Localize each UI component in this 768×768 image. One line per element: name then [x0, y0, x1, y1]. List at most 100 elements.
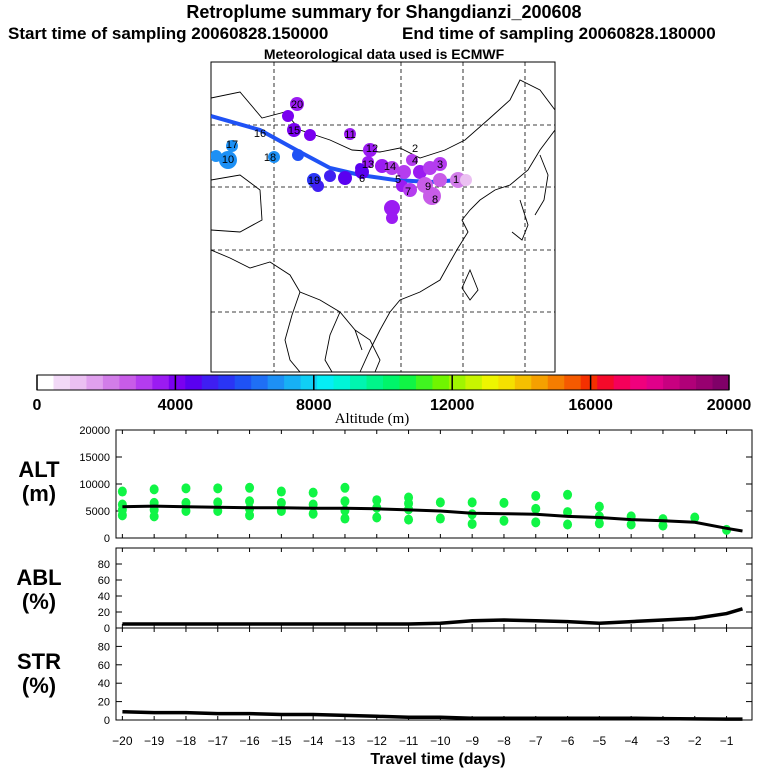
alt-particle-cluster — [563, 507, 573, 518]
colorbar-swatch — [119, 375, 137, 390]
alt-y-tick-label: 10000 — [79, 479, 110, 491]
map-label-10: 10 — [222, 154, 234, 166]
alt-y-tick-label: 15000 — [79, 452, 110, 464]
str-y-tick-label: 80 — [98, 641, 110, 653]
alt-unit: (m) — [21, 481, 57, 506]
plume-cluster — [386, 212, 398, 224]
plume-cluster — [433, 157, 447, 171]
str-panel-label: STR (%) — [4, 650, 74, 698]
alt-particle-cluster — [181, 506, 191, 516]
alt-particle-cluster — [563, 489, 573, 500]
colorbar-swatch — [267, 375, 285, 390]
abl-y-tick-label: 0 — [104, 623, 110, 635]
plume-cluster — [324, 170, 336, 182]
colorbar-swatch — [712, 375, 730, 390]
met-data-note: Meteorological data used is ECMWF — [263, 46, 505, 62]
alt-particle-cluster — [467, 518, 477, 529]
plume-cluster — [282, 110, 294, 122]
str-panel: 0 20 40 60 80 — [98, 628, 752, 727]
map-boundary — [354, 329, 381, 372]
colorbar-swatch — [531, 375, 549, 390]
plume-cluster — [304, 129, 316, 141]
alt-y-tick-label: 0 — [104, 533, 110, 545]
plume-cluster — [219, 151, 237, 169]
alt-label: ALT — [18, 457, 60, 482]
alt-particle-cluster — [308, 487, 318, 498]
colorbar-swatch — [580, 375, 598, 390]
alt-particle-cluster — [245, 482, 255, 493]
chart-title: Retroplume summary for Shangdianzi_20060… — [186, 2, 582, 22]
colorbar-swatch — [69, 375, 87, 390]
x-tick-label: −5 — [593, 734, 607, 748]
colorbar-swatch — [152, 375, 170, 390]
plume-cluster — [287, 123, 301, 137]
x-tick-label: −4 — [624, 734, 638, 748]
colorbar-swatch — [284, 375, 302, 390]
plume-cluster — [363, 143, 377, 157]
map-label-11: 11 — [344, 129, 355, 141]
plume-cluster — [385, 161, 399, 175]
alt-particle-cluster — [531, 503, 541, 514]
map-label-14: 14 — [384, 161, 396, 173]
alt-particle-cluster — [658, 520, 668, 531]
colorbar-tick-label: 16000 — [568, 397, 613, 414]
map-boundary — [211, 79, 555, 159]
colorbar-axis-label: Altitude (m) — [335, 411, 410, 427]
map-boundary — [211, 174, 263, 233]
x-tick-label: −15 — [271, 734, 292, 748]
x-tick-label: −18 — [176, 734, 197, 748]
map-label-13: 13 — [362, 159, 374, 171]
plume-cluster — [268, 151, 280, 163]
alt-particle-cluster — [340, 482, 350, 493]
colorbar-swatch — [102, 375, 120, 390]
map-label-3: 3 — [437, 159, 443, 171]
plume-cluster — [290, 97, 304, 111]
colorbar-swatch — [415, 375, 433, 390]
str-line — [122, 709, 743, 721]
map-label-20: 20 — [291, 99, 303, 111]
str-y-tick-label: 60 — [98, 660, 110, 672]
colorbar-swatch — [317, 375, 335, 390]
alt-particle-cluster — [276, 486, 286, 497]
str-y-tick-label: 0 — [104, 715, 110, 727]
colorbar-swatch — [37, 375, 54, 390]
alt-particle-cluster — [117, 486, 127, 497]
alt-particle-cluster — [308, 508, 318, 519]
colorbar-swatch — [251, 375, 269, 390]
colorbar-swatch — [383, 375, 400, 390]
alt-particle-cluster — [594, 501, 604, 512]
map-boundary — [511, 199, 529, 241]
colorbar-swatch — [185, 375, 203, 390]
colorbar-tick-label: 8000 — [296, 397, 332, 414]
x-tick-label: −17 — [208, 734, 229, 748]
colorbar-swatch — [663, 375, 681, 390]
plume-cluster — [433, 173, 447, 187]
plume-cluster — [406, 154, 418, 166]
x-tick-label: −2 — [688, 734, 702, 748]
colorbar-swatch — [696, 375, 714, 390]
plume-cluster — [362, 156, 374, 168]
plume-cluster — [226, 140, 238, 152]
x-tick-label: −13 — [335, 734, 356, 748]
colorbar-swatch — [53, 375, 71, 390]
map-label-8: 8 — [432, 194, 438, 206]
colorbar-swatch — [366, 375, 384, 390]
map-label-1: 1 — [453, 174, 459, 186]
str-y-tick-label: 40 — [98, 678, 110, 690]
alt-particle-cluster — [149, 484, 159, 495]
colorbar-swatch — [498, 375, 516, 390]
map-boundary — [534, 154, 549, 216]
x-tick-label: −14 — [303, 734, 324, 748]
colorbar-swatch — [350, 375, 368, 390]
start-time: Start time of sampling 20060828.150000 — [8, 24, 329, 43]
alt-particle-cluster — [245, 510, 255, 521]
map-label-2: 2 — [412, 143, 418, 155]
x-tick-label: −9 — [465, 734, 479, 748]
abl-panel-label: ABL (%) — [4, 566, 74, 614]
alt-particle-cluster — [372, 512, 382, 523]
plume-cluster — [338, 171, 352, 185]
abl-label: ABL — [16, 565, 62, 590]
x-tick-label: −1 — [720, 734, 734, 748]
colorbar-swatch — [234, 375, 252, 390]
map-label-7: 7 — [405, 186, 411, 198]
